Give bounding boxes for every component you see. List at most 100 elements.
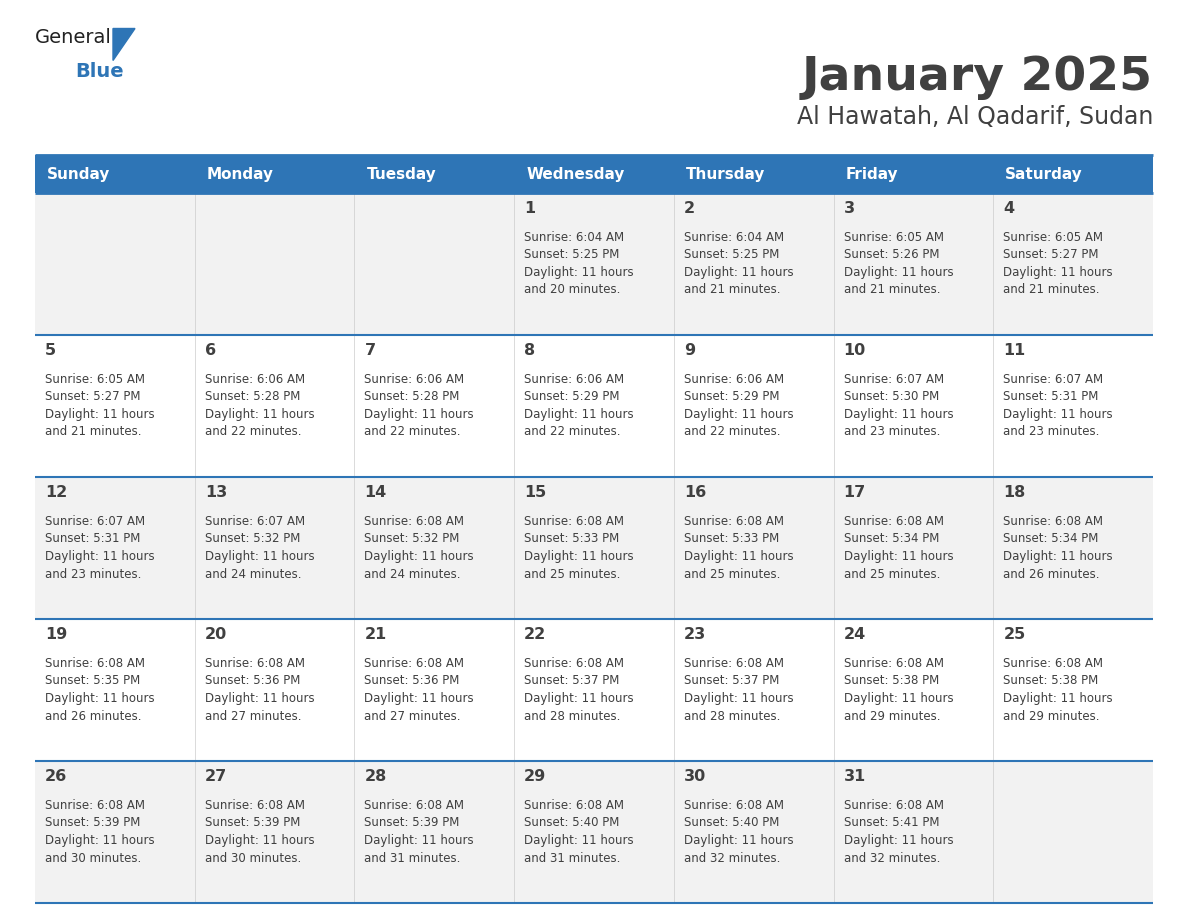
Text: Monday: Monday [207, 166, 273, 182]
Text: 31: 31 [843, 769, 866, 784]
Text: Daylight: 11 hours: Daylight: 11 hours [843, 550, 953, 563]
Text: 16: 16 [684, 485, 706, 500]
Text: Sunset: 5:26 PM: Sunset: 5:26 PM [843, 249, 939, 262]
Text: Sunset: 5:31 PM: Sunset: 5:31 PM [45, 532, 140, 545]
Text: and 22 minutes.: and 22 minutes. [524, 426, 620, 439]
Text: Sunrise: 6:08 AM: Sunrise: 6:08 AM [365, 657, 465, 670]
Text: Sunset: 5:25 PM: Sunset: 5:25 PM [524, 249, 619, 262]
Text: General: General [34, 28, 112, 47]
Text: 26: 26 [45, 769, 68, 784]
Text: Sunset: 5:39 PM: Sunset: 5:39 PM [365, 816, 460, 830]
Text: Sunset: 5:33 PM: Sunset: 5:33 PM [524, 532, 619, 545]
Text: Tuesday: Tuesday [366, 166, 436, 182]
Text: Sunrise: 6:08 AM: Sunrise: 6:08 AM [843, 515, 943, 528]
Text: Sunrise: 6:06 AM: Sunrise: 6:06 AM [365, 373, 465, 386]
Text: Sunset: 5:28 PM: Sunset: 5:28 PM [204, 390, 301, 404]
Polygon shape [113, 28, 135, 61]
Text: Sunrise: 6:08 AM: Sunrise: 6:08 AM [365, 515, 465, 528]
Text: and 24 minutes.: and 24 minutes. [365, 567, 461, 580]
Text: and 32 minutes.: and 32 minutes. [843, 852, 940, 865]
Text: and 22 minutes.: and 22 minutes. [365, 426, 461, 439]
Text: Sunset: 5:32 PM: Sunset: 5:32 PM [204, 532, 301, 545]
Text: Sunset: 5:34 PM: Sunset: 5:34 PM [1004, 532, 1099, 545]
Text: Sunrise: 6:04 AM: Sunrise: 6:04 AM [524, 231, 624, 244]
Text: Sunrise: 6:08 AM: Sunrise: 6:08 AM [843, 657, 943, 670]
Text: Daylight: 11 hours: Daylight: 11 hours [1004, 266, 1113, 279]
Text: Daylight: 11 hours: Daylight: 11 hours [1004, 408, 1113, 421]
Text: and 23 minutes.: and 23 minutes. [843, 426, 940, 439]
Text: 30: 30 [684, 769, 706, 784]
Text: 9: 9 [684, 343, 695, 358]
Text: Daylight: 11 hours: Daylight: 11 hours [684, 408, 794, 421]
Text: Sunset: 5:35 PM: Sunset: 5:35 PM [45, 675, 140, 688]
Text: Sunrise: 6:06 AM: Sunrise: 6:06 AM [204, 373, 305, 386]
Text: Sunrise: 6:08 AM: Sunrise: 6:08 AM [684, 799, 784, 812]
Text: and 31 minutes.: and 31 minutes. [365, 852, 461, 865]
Text: 25: 25 [1004, 627, 1025, 642]
Text: Daylight: 11 hours: Daylight: 11 hours [204, 692, 315, 705]
Text: 2: 2 [684, 201, 695, 216]
Text: and 21 minutes.: and 21 minutes. [843, 284, 940, 297]
Text: Daylight: 11 hours: Daylight: 11 hours [45, 692, 154, 705]
Text: Sunrise: 6:07 AM: Sunrise: 6:07 AM [843, 373, 943, 386]
Text: 4: 4 [1004, 201, 1015, 216]
Text: Sunset: 5:38 PM: Sunset: 5:38 PM [1004, 675, 1099, 688]
Text: Sunset: 5:39 PM: Sunset: 5:39 PM [204, 816, 301, 830]
Text: and 31 minutes.: and 31 minutes. [524, 852, 620, 865]
Text: Sunrise: 6:06 AM: Sunrise: 6:06 AM [524, 373, 624, 386]
Text: Sunset: 5:27 PM: Sunset: 5:27 PM [1004, 249, 1099, 262]
Text: and 26 minutes.: and 26 minutes. [1004, 567, 1100, 580]
Text: Sunrise: 6:05 AM: Sunrise: 6:05 AM [843, 231, 943, 244]
Text: Daylight: 11 hours: Daylight: 11 hours [1004, 550, 1113, 563]
Text: and 29 minutes.: and 29 minutes. [843, 710, 940, 722]
Text: and 21 minutes.: and 21 minutes. [684, 284, 781, 297]
Text: Saturday: Saturday [1005, 166, 1083, 182]
Text: Sunset: 5:40 PM: Sunset: 5:40 PM [524, 816, 619, 830]
Text: Sunrise: 6:08 AM: Sunrise: 6:08 AM [45, 799, 145, 812]
Text: Daylight: 11 hours: Daylight: 11 hours [843, 408, 953, 421]
Text: 8: 8 [524, 343, 536, 358]
Text: and 27 minutes.: and 27 minutes. [204, 710, 302, 722]
Text: Sunrise: 6:07 AM: Sunrise: 6:07 AM [1004, 373, 1104, 386]
Text: Blue: Blue [75, 62, 124, 81]
Text: Sunrise: 6:08 AM: Sunrise: 6:08 AM [45, 657, 145, 670]
Text: 10: 10 [843, 343, 866, 358]
Text: Sunrise: 6:08 AM: Sunrise: 6:08 AM [684, 515, 784, 528]
Text: 6: 6 [204, 343, 216, 358]
Text: Sunset: 5:36 PM: Sunset: 5:36 PM [204, 675, 301, 688]
Text: 5: 5 [45, 343, 56, 358]
Text: and 24 minutes.: and 24 minutes. [204, 567, 302, 580]
Text: and 22 minutes.: and 22 minutes. [684, 426, 781, 439]
Text: Daylight: 11 hours: Daylight: 11 hours [524, 266, 633, 279]
Text: Sunset: 5:39 PM: Sunset: 5:39 PM [45, 816, 140, 830]
Text: 21: 21 [365, 627, 386, 642]
Text: and 21 minutes.: and 21 minutes. [1004, 284, 1100, 297]
Text: Sunday: Sunday [48, 166, 110, 182]
Text: 14: 14 [365, 485, 386, 500]
Text: 19: 19 [45, 627, 68, 642]
Text: Sunrise: 6:05 AM: Sunrise: 6:05 AM [1004, 231, 1104, 244]
Text: January 2025: January 2025 [802, 55, 1154, 100]
Text: Daylight: 11 hours: Daylight: 11 hours [524, 550, 633, 563]
Text: Daylight: 11 hours: Daylight: 11 hours [684, 550, 794, 563]
Text: 22: 22 [524, 627, 546, 642]
Text: and 21 minutes.: and 21 minutes. [45, 426, 141, 439]
Text: Sunrise: 6:08 AM: Sunrise: 6:08 AM [524, 799, 624, 812]
Text: Sunset: 5:34 PM: Sunset: 5:34 PM [843, 532, 939, 545]
Text: Daylight: 11 hours: Daylight: 11 hours [365, 408, 474, 421]
Text: Thursday: Thursday [685, 166, 765, 182]
Text: Al Hawatah, Al Qadarif, Sudan: Al Hawatah, Al Qadarif, Sudan [797, 105, 1154, 129]
Text: Sunrise: 6:08 AM: Sunrise: 6:08 AM [204, 799, 304, 812]
Text: Sunrise: 6:08 AM: Sunrise: 6:08 AM [684, 657, 784, 670]
Text: Wednesday: Wednesday [526, 166, 625, 182]
Text: Sunset: 5:29 PM: Sunset: 5:29 PM [524, 390, 620, 404]
Text: 23: 23 [684, 627, 706, 642]
Text: Sunset: 5:40 PM: Sunset: 5:40 PM [684, 816, 779, 830]
Text: and 27 minutes.: and 27 minutes. [365, 710, 461, 722]
Text: 12: 12 [45, 485, 68, 500]
Text: Friday: Friday [846, 166, 898, 182]
Text: Sunset: 5:33 PM: Sunset: 5:33 PM [684, 532, 779, 545]
Text: Daylight: 11 hours: Daylight: 11 hours [204, 550, 315, 563]
Text: Daylight: 11 hours: Daylight: 11 hours [45, 834, 154, 847]
Text: Sunrise: 6:07 AM: Sunrise: 6:07 AM [204, 515, 305, 528]
